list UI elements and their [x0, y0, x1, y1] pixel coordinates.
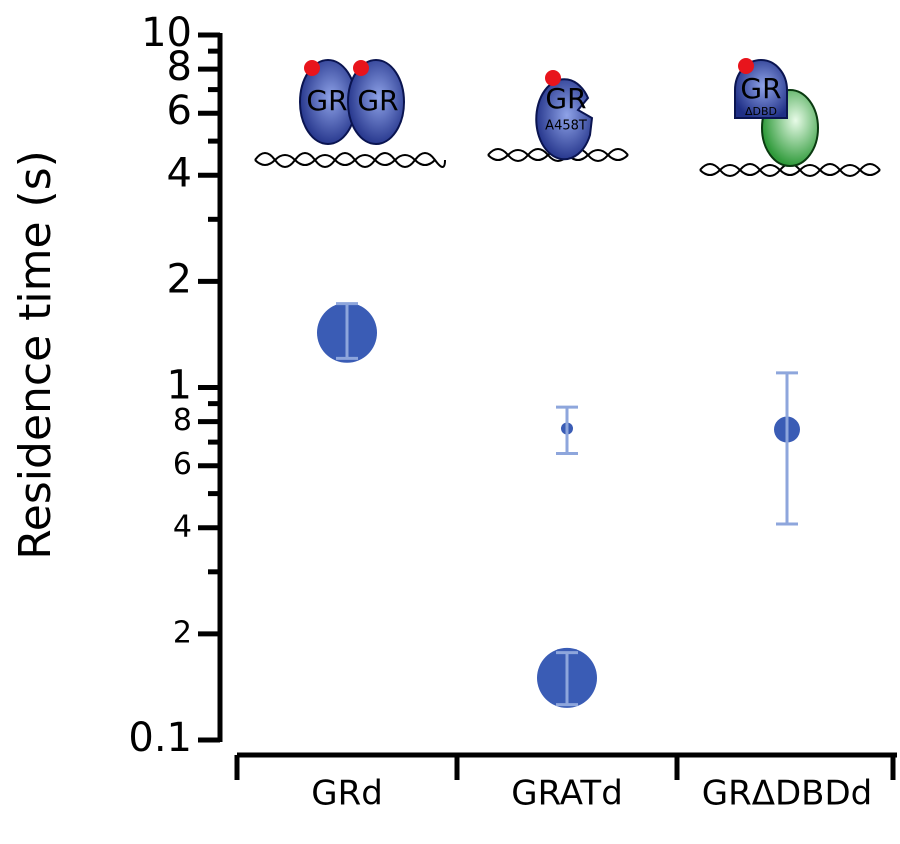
y-tick-label: 4: [167, 150, 192, 196]
y-tick-label: 6: [167, 88, 192, 134]
x-tick-label: GRATd: [511, 774, 623, 814]
x-tick-label: GRΔDBDd: [702, 774, 873, 814]
y-tick-label: 2: [167, 256, 192, 302]
diagram-label: ΔDBD: [745, 105, 777, 118]
y-tick-label: 8: [167, 44, 192, 90]
diagram-grd: GR GR: [254, 59, 446, 168]
y-tick-label: 2: [173, 615, 192, 650]
y-tick-label: 1: [167, 363, 192, 409]
diagram-label: GR: [740, 72, 781, 105]
y-tick-label: 0.1: [128, 715, 192, 761]
y-tick-label: 6: [173, 447, 192, 482]
diagram-gratd: GR A458T: [487, 70, 629, 162]
y-tick-label: 8: [173, 403, 192, 438]
diagram-label: GR: [357, 84, 398, 117]
diagram-label: A458T: [545, 119, 587, 134]
x-tick-label: GRd: [311, 774, 383, 814]
diagram-label: GR: [306, 84, 347, 117]
diagram-grdbdd: GR ΔDBD: [699, 58, 881, 177]
y-tick-label: 4: [173, 509, 192, 544]
y-axis-label: Residence time (s): [10, 150, 61, 560]
diagram-label: GR: [545, 82, 586, 115]
y-tick-label: 10: [141, 10, 192, 56]
